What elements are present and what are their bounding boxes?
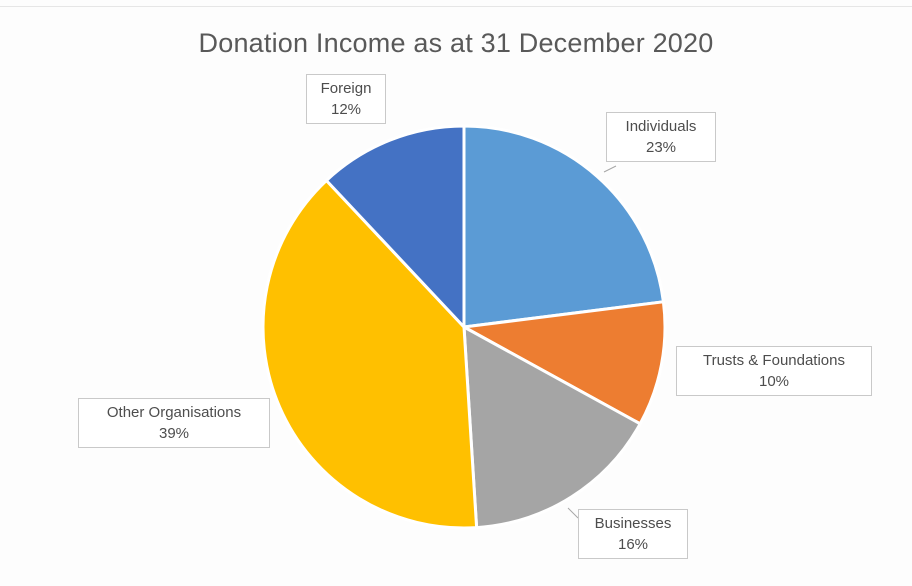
- category-name: Businesses: [594, 515, 672, 532]
- category-name: Individuals: [625, 118, 697, 135]
- data-label-foreign: Foreign 12%: [306, 74, 386, 124]
- leader-line-businesses: [567, 507, 579, 519]
- percent-value: 39%: [158, 425, 190, 442]
- percent-value: 10%: [758, 373, 790, 390]
- pie-slice-individuals: [462, 124, 666, 329]
- data-label-other-organisations: Other Organisations 39%: [78, 398, 270, 448]
- pie-slice-foreign: [324, 124, 466, 331]
- percent-value: 16%: [617, 536, 649, 553]
- top-divider: [0, 6, 912, 7]
- percent-value: 23%: [645, 139, 677, 156]
- category-name: Foreign: [320, 80, 372, 97]
- data-label-businesses: Businesses 16%: [578, 509, 688, 559]
- pie-slices: [261, 124, 667, 530]
- data-label-individuals: Individuals 23%: [606, 112, 716, 162]
- pie-slice-other-organisations: [261, 178, 479, 530]
- pie-slice-trusts-foundations: [459, 300, 667, 426]
- category-name: Trusts & Foundations: [702, 352, 845, 369]
- pie-slice-businesses: [462, 324, 643, 530]
- data-label-trusts-foundations: Trusts & Foundations 10%: [676, 346, 872, 396]
- category-name: Other Organisations: [106, 404, 242, 421]
- leader-line-individuals: [603, 165, 617, 173]
- chart-title: Donation Income as at 31 December 2020: [198, 28, 714, 58]
- percent-value: 12%: [330, 101, 362, 118]
